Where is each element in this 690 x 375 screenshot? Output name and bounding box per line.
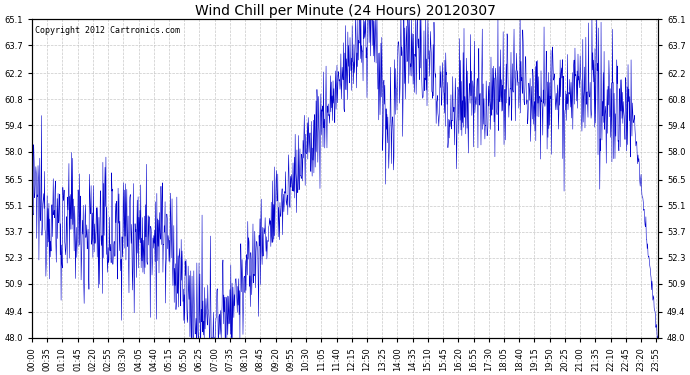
Title: Wind Chill per Minute (24 Hours) 20120307: Wind Chill per Minute (24 Hours) 2012030… [195,4,495,18]
Text: Copyright 2012 Cartronics.com: Copyright 2012 Cartronics.com [35,26,180,35]
